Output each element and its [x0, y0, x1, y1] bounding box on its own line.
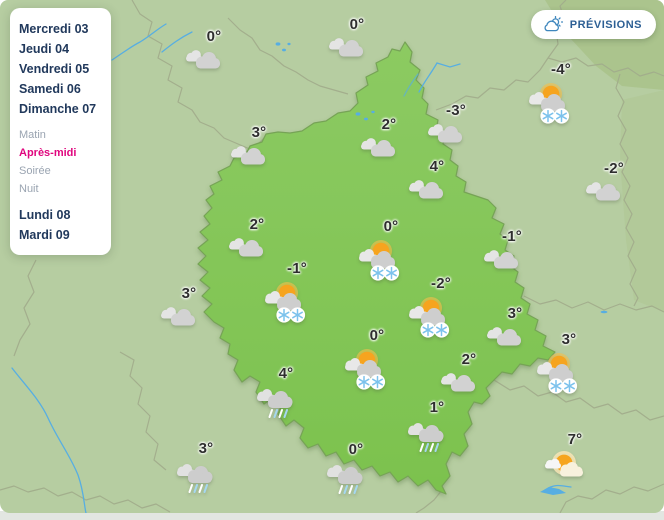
day-item[interactable]: Mercredi 03 — [19, 22, 89, 36]
day-item[interactable]: Dimanche 07 — [19, 102, 97, 116]
map-region-east — [620, 90, 664, 312]
day-list-bottom: Lundi 08 Mardi 09 — [19, 205, 111, 245]
day-list-top: Mercredi 03 Jeudi 04 Vendredi 05 Samedi 06 D… — [19, 19, 111, 119]
time-of-day-item[interactable]: Nuit — [19, 183, 39, 195]
day-item[interactable]: Vendredi 05 — [19, 62, 90, 76]
time-of-day-item[interactable]: Matin — [19, 129, 46, 141]
time-of-day-item[interactable]: Soirée — [19, 165, 51, 177]
day-item[interactable]: Samedi 06 — [19, 82, 81, 96]
lakes — [275, 42, 608, 495]
previsions-button[interactable]: PRÉVISIONS — [530, 10, 656, 39]
sun-behind-cloud-outline-icon — [542, 16, 563, 33]
time-of-day-item[interactable]: Après-midi — [19, 147, 77, 159]
previsions-label: PRÉVISIONS — [569, 18, 642, 31]
forecast-day-panel: Mercredi 03 Jeudi 04 Vendredi 05 Samedi 06 D… — [10, 8, 111, 255]
day-item[interactable]: Mardi 09 — [19, 228, 70, 242]
day-item[interactable]: Jeudi 04 — [19, 42, 70, 56]
day-item[interactable]: Lundi 08 — [19, 208, 71, 222]
time-of-day-list: Matin Après-midi Soirée Nuit — [19, 126, 111, 198]
